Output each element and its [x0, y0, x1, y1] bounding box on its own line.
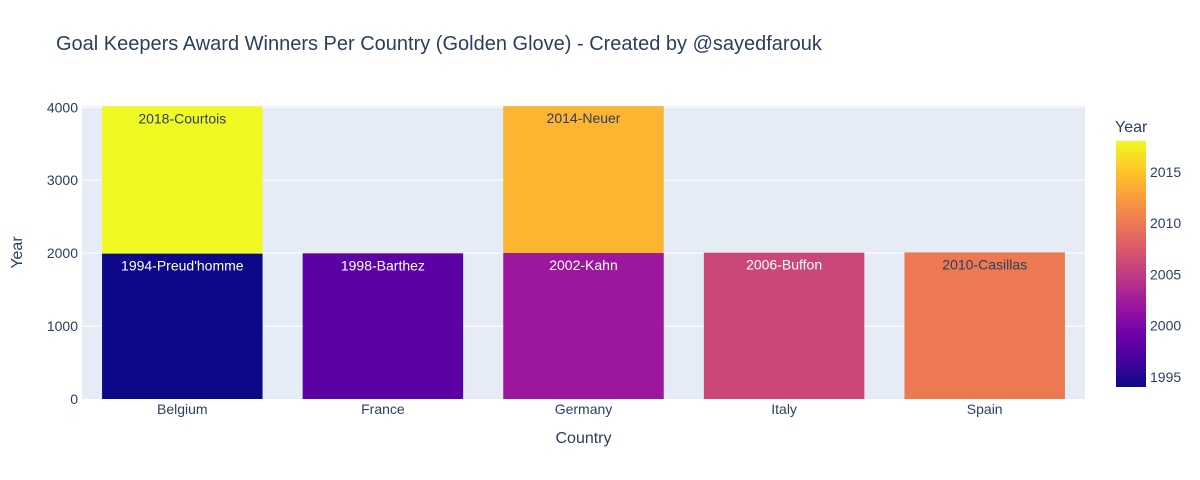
bar — [503, 106, 664, 254]
bar-data-label: 2002-Kahn — [549, 257, 618, 273]
y-tick-label: 3000 — [47, 172, 78, 188]
chart-title: Goal Keepers Award Winners Per Country (… — [56, 33, 822, 55]
y-tick-label: 4000 — [47, 99, 78, 115]
x-tick-label: Germany — [555, 401, 613, 417]
bar — [302, 253, 464, 399]
bar-data-label: 2010-Casillas — [942, 256, 1027, 272]
colorbar — [1116, 141, 1146, 387]
x-tick-label: Italy — [771, 401, 797, 417]
colorbar-title: Year — [1115, 119, 1148, 136]
colorbar-tick-label: 2010 — [1150, 215, 1181, 231]
bar — [904, 252, 1065, 399]
colorbar-tick-label: 1995 — [1150, 369, 1181, 385]
colorbar-tick-label: 2000 — [1150, 318, 1181, 334]
x-tick-label: Belgium — [157, 401, 208, 417]
bar-data-label: 1998-Barthez — [341, 257, 425, 273]
bar-data-label: 1994-Preud'homme — [121, 258, 244, 274]
colorbar-tick-label: 2005 — [1150, 266, 1181, 282]
bar-data-label: 2014-Neuer — [547, 110, 621, 126]
y-tick-label: 2000 — [47, 245, 78, 261]
bar — [102, 106, 263, 254]
bar — [703, 252, 865, 399]
bar-data-label: 2018-Courtois — [138, 110, 226, 126]
bar — [503, 253, 664, 399]
y-axis-title: Year — [9, 236, 26, 269]
bar — [102, 253, 263, 399]
y-tick-label: 1000 — [47, 318, 78, 334]
x-axis-title: Country — [555, 430, 611, 447]
colorbar-tick-label: 2015 — [1150, 164, 1181, 180]
bar-data-label: 2006-Buffon — [746, 257, 822, 273]
x-tick-label: Spain — [967, 401, 1003, 417]
y-tick-label: 0 — [70, 391, 78, 407]
x-tick-label: France — [361, 401, 405, 417]
